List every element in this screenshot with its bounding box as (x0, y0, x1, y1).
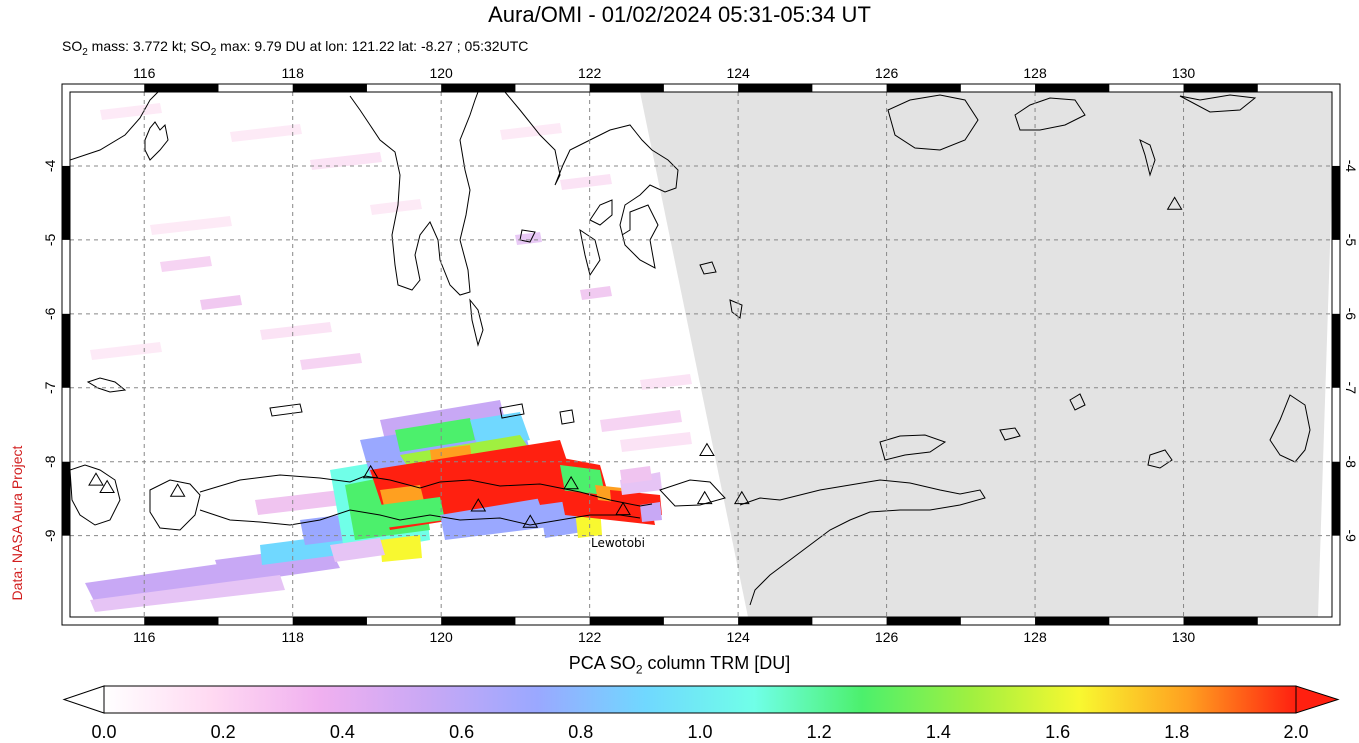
lon-label-top: 124 (726, 65, 750, 81)
volcano-marker (733, 490, 750, 505)
frame-bar-bottom (886, 617, 961, 625)
lon-label-bottom: 124 (726, 629, 750, 645)
lat-label-right: -9 (1343, 529, 1359, 542)
colorbar-tick-label: 1.6 (1045, 722, 1070, 742)
axis-labels: 116 116 118 118 120 120 122 122 124 124 126 126 128 1… (42, 65, 1359, 645)
colorbar-tick-label: 0.8 (568, 722, 593, 742)
frame-bar-top (1183, 84, 1258, 92)
colorbar-max-arrow (1295, 685, 1340, 714)
lon-label-bottom: 122 (578, 629, 602, 645)
frame-bar-bottom (144, 617, 219, 625)
colorbar-tick-label: 1.0 (687, 722, 712, 742)
lat-label-right: -6 (1343, 308, 1359, 321)
frame-bar-right (1332, 313, 1340, 388)
volcano-label-lewotobi: Lewotobi (591, 536, 645, 550)
colorbar-gradient (103, 685, 1297, 714)
frame-bar-bottom (589, 617, 664, 625)
colorbar-tick-label: 1.2 (807, 722, 832, 742)
map-grid (70, 92, 1332, 617)
map-title: Aura/OMI - 01/02/2024 05:31-05:34 UT (488, 2, 871, 27)
lon-label-bottom: 130 (1172, 629, 1196, 645)
colorbar-min-arrow (62, 685, 105, 714)
colorbar-tick-label: 2.0 (1283, 722, 1308, 742)
coastlines (70, 92, 1311, 606)
lat-label-right: -4 (1343, 160, 1359, 173)
colorbar-tick-label: 1.8 (1164, 722, 1189, 742)
volcano-marker (169, 483, 186, 497)
volcano-marker (362, 464, 379, 479)
frame-bar-bottom (292, 617, 367, 625)
colorbar-ticks: 0.0 0.2 0.4 0.6 0.8 1.0 1.2 1.4 1.6 1.8 2.0 (91, 722, 1308, 742)
frame-ticks (62, 84, 1340, 625)
frame-bar-top (886, 84, 961, 92)
frame-bar-bottom (1183, 617, 1258, 625)
volcano-markers (88, 196, 1183, 528)
lat-label-left: -4 (42, 160, 58, 173)
no-data-swath (640, 92, 1332, 617)
frame-bar-top (292, 84, 367, 92)
lat-label-left: -9 (42, 529, 58, 542)
lat-label-right: -7 (1343, 382, 1359, 395)
colorbar-tick-label: 0.6 (449, 722, 474, 742)
lon-label-top: 120 (429, 65, 453, 81)
lon-label-top: 118 (282, 65, 305, 81)
lat-label-right: -8 (1343, 455, 1359, 468)
frame-bar-left (62, 461, 70, 536)
so2-plume (85, 400, 662, 612)
map-subtitle: SO2 mass: 3.772 kt; SO2 max: 9.79 DU at … (62, 38, 529, 58)
volcano-marker (88, 472, 104, 486)
volcano-marker (699, 442, 715, 457)
lat-label-left: -6 (42, 307, 58, 320)
frame-bar-right (1332, 461, 1340, 536)
volcano-marker (696, 490, 713, 505)
colorbar-tick-label: 1.4 (926, 722, 951, 742)
volcano-marker (1166, 196, 1183, 210)
volcano-marker (615, 501, 631, 516)
lon-label-top: 116 (133, 65, 156, 81)
volcano-marker (99, 479, 115, 493)
colorbar-tick-label: 0.2 (211, 722, 236, 742)
lat-label-left: -5 (42, 233, 58, 246)
frame-bar-bottom (1035, 617, 1110, 625)
lon-label-bottom: 128 (1023, 629, 1047, 645)
colorbar-tick-label: 0.0 (91, 722, 116, 742)
lon-label-bottom: 120 (429, 629, 453, 645)
lon-label-top: 128 (1023, 65, 1047, 81)
frame-bar-top (441, 84, 516, 92)
lat-label-left: -7 (42, 381, 58, 394)
lat-label-right: -5 (1343, 234, 1359, 247)
lon-label-top: 122 (578, 65, 602, 81)
frame-bar-top (738, 84, 813, 92)
lon-label-bottom: 116 (133, 629, 156, 645)
frame-bar-bottom (738, 617, 813, 625)
volcano-marker (522, 514, 539, 528)
frame-bar-bottom (441, 617, 516, 625)
lat-label-left: -8 (42, 455, 58, 468)
frame-bar-top (144, 84, 219, 92)
frame-bar-top (589, 84, 664, 92)
volcano-marker (470, 498, 487, 512)
lon-label-top: 130 (1172, 65, 1196, 81)
colorbar: 0.0 0.2 0.4 0.6 0.8 1.0 1.2 1.4 1.6 1.8 2.0 (62, 685, 1340, 742)
lon-label-bottom: 118 (282, 629, 305, 645)
lon-label-bottom: 126 (875, 629, 899, 645)
frame-bar-left (62, 313, 70, 388)
frame-bar-top (1035, 84, 1110, 92)
frame-bar-right (1332, 165, 1340, 240)
colorbar-tick-label: 0.4 (330, 722, 355, 742)
frame-bar-left (62, 165, 70, 240)
volcano-marker (563, 475, 579, 490)
lon-label-top: 126 (875, 65, 899, 81)
colorbar-title: PCA SO2 column TRM [DU] (568, 653, 791, 677)
